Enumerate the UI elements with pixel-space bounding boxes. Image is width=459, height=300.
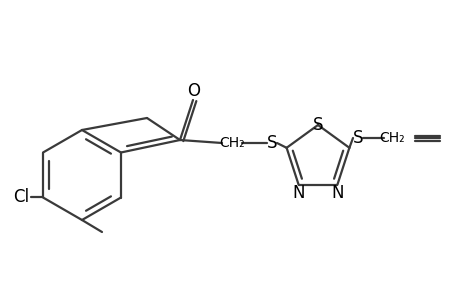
Text: S: S	[312, 116, 323, 134]
Text: S: S	[266, 134, 277, 152]
Text: N: N	[292, 184, 304, 202]
Text: N: N	[330, 184, 343, 202]
Text: CH₂: CH₂	[378, 131, 404, 145]
Text: O: O	[187, 82, 200, 100]
Text: S: S	[352, 129, 363, 147]
Text: CH₂: CH₂	[218, 136, 244, 150]
Text: Cl: Cl	[13, 188, 29, 206]
